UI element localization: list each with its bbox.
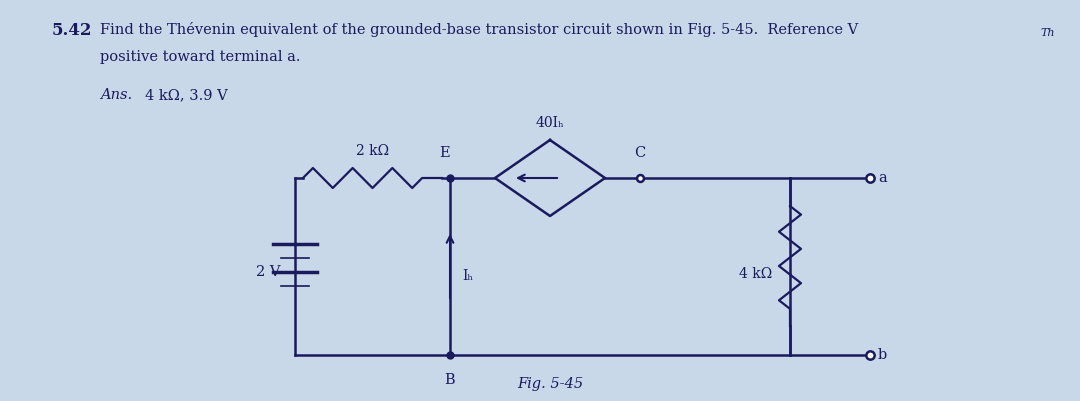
Text: E: E — [440, 146, 450, 160]
Text: a: a — [878, 171, 887, 185]
Text: 2 kΩ: 2 kΩ — [356, 144, 389, 158]
Text: Fig. 5-45: Fig. 5-45 — [517, 377, 583, 391]
Text: B: B — [445, 373, 456, 387]
Text: b: b — [878, 348, 888, 362]
Text: 2 V: 2 V — [257, 265, 281, 279]
Text: Find the Thévenin equivalent of the grounded-base transistor circuit shown in Fi: Find the Thévenin equivalent of the grou… — [100, 22, 859, 37]
Text: 5.42: 5.42 — [52, 22, 93, 39]
Text: C: C — [634, 146, 646, 160]
Text: 40Iₕ: 40Iₕ — [536, 116, 565, 130]
Text: Ans.: Ans. — [100, 88, 132, 102]
Text: Iₕ: Iₕ — [462, 269, 473, 283]
Text: Th: Th — [1040, 28, 1054, 38]
Text: 4 kΩ, 3.9 V: 4 kΩ, 3.9 V — [145, 88, 228, 102]
Text: positive toward terminal a.: positive toward terminal a. — [100, 50, 300, 64]
Text: 4 kΩ: 4 kΩ — [739, 267, 772, 281]
